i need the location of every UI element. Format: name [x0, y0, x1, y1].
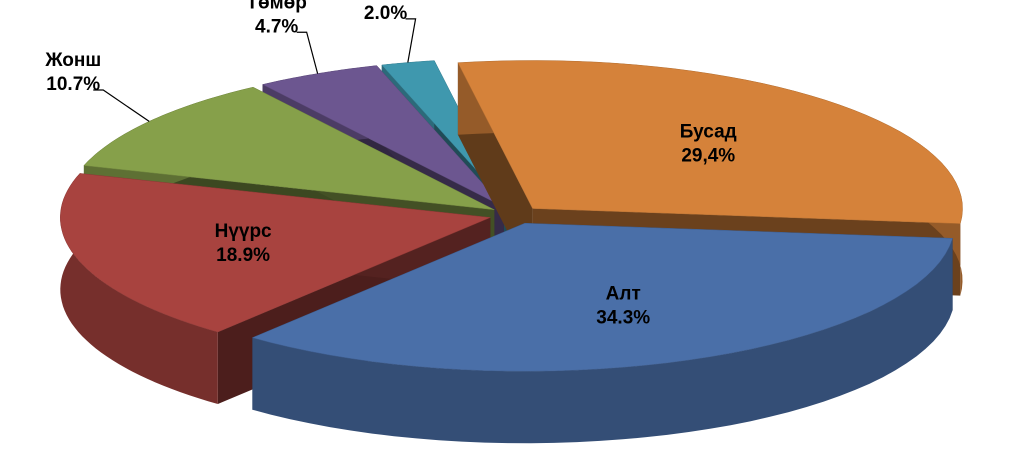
slice-side [60, 173, 218, 404]
slice-value: 29,4% [681, 145, 735, 166]
slice-value: 18.9% [216, 245, 270, 266]
slice [83, 86, 495, 210]
slice-label: Жонш [44, 50, 101, 71]
slice [251, 222, 953, 372]
slice-label: Нүүрс [215, 221, 272, 242]
slice-value: 10.7% [46, 74, 100, 95]
slice-value: 2.0% [364, 3, 407, 24]
slice [60, 173, 491, 333]
slice-label: Алт [606, 283, 641, 304]
slice-label: Төмөр [246, 0, 306, 13]
leader-line [296, 31, 319, 74]
leader-line [93, 89, 150, 122]
slice-value: 4.7% [255, 16, 298, 37]
slice-label: Бусад [680, 121, 737, 142]
slice [457, 60, 963, 224]
slice-value: 34.3% [596, 307, 650, 328]
leader-line [405, 18, 417, 63]
slice [261, 65, 504, 208]
slice-side [252, 238, 953, 444]
